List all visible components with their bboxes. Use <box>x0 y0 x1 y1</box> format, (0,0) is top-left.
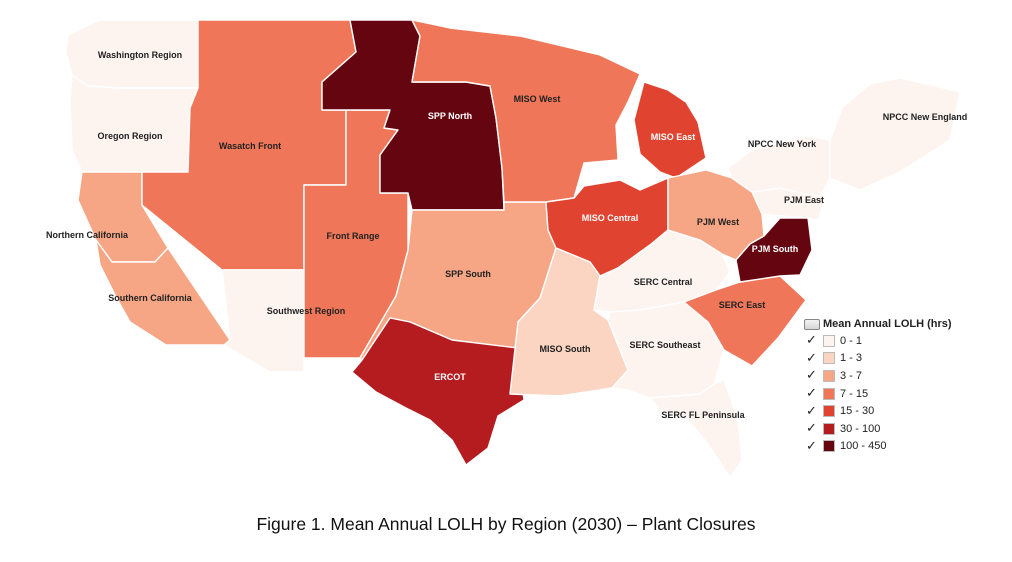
region-pjm-south <box>735 217 813 283</box>
checkmark-icon[interactable]: ✓ <box>806 333 817 349</box>
region-ercot <box>351 317 525 466</box>
region-label-npcc-new-england: NPCC New England <box>883 112 968 122</box>
legend-label: 7 - 15 <box>840 387 869 400</box>
legend-title: Mean Annual LOLH (hrs) <box>823 318 952 330</box>
checkmark-icon[interactable]: ✓ <box>806 438 817 454</box>
legend-item[interactable]: ✓ 30 - 100 <box>804 420 1004 438</box>
region-label-front-range: Front Range <box>327 231 380 241</box>
region-label-southern-california: Southern California <box>108 293 192 303</box>
region-label-miso-south: MISO South <box>540 344 591 354</box>
region-label-miso-west: MISO West <box>514 94 561 104</box>
checkmark-icon[interactable]: ✓ <box>806 368 817 384</box>
checkmark-icon[interactable]: ✓ <box>806 403 817 419</box>
region-label-northern-california: Northern California <box>46 230 129 240</box>
layer-icon <box>804 318 820 330</box>
region-label-southwest-region: Southwest Region <box>267 306 346 316</box>
legend-label: 15 - 30 <box>840 405 875 418</box>
legend-title-row: Mean Annual LOLH (hrs) <box>804 316 1004 332</box>
checkmark-icon[interactable]: ✓ <box>806 350 817 366</box>
legend-label: 3 - 7 <box>840 369 863 382</box>
legend-label: 100 - 450 <box>840 440 887 453</box>
legend-swatch <box>823 352 835 365</box>
legend-item[interactable]: ✓ 0 - 1 <box>804 332 1004 350</box>
legend-label: 0 - 1 <box>840 334 863 347</box>
legend-swatch <box>823 387 835 400</box>
region-southwest-region <box>221 269 305 373</box>
region-label-wasatch-front: Wasatch Front <box>219 141 281 151</box>
legend-swatch <box>823 440 835 453</box>
region-label-serc-east: SERC East <box>719 300 766 310</box>
region-label-pjm-east: PJM East <box>784 195 824 205</box>
region-npcc-new-york <box>727 135 831 197</box>
legend-swatch <box>823 405 835 418</box>
region-label-miso-east: MISO East <box>651 132 696 142</box>
map-legend: Mean Annual LOLH (hrs) ✓ 0 - 1 ✓ 1 - 3 ✓ 3 - … <box>804 316 1004 455</box>
legend-item[interactable]: ✓ 100 - 450 <box>804 438 1004 456</box>
region-label-npcc-new-york: NPCC New York <box>748 139 817 149</box>
region-label-serc-southeast: SERC Southeast <box>629 340 700 350</box>
legend-item[interactable]: ✓ 15 - 30 <box>804 402 1004 420</box>
region-miso-east <box>633 81 707 179</box>
legend-item[interactable]: ✓ 1 - 3 <box>804 350 1004 368</box>
region-serc-fl-peninsula <box>649 379 743 479</box>
legend-swatch <box>823 369 835 382</box>
legend-swatch <box>823 334 835 347</box>
legend-item[interactable]: ✓ 7 - 15 <box>804 385 1004 403</box>
region-label-serc-central: SERC Central <box>634 277 693 287</box>
region-label-miso-central: MISO Central <box>582 213 639 223</box>
region-label-serc-fl-peninsula: SERC FL Peninsula <box>661 410 745 420</box>
region-label-washington-region: Washington Region <box>98 50 182 60</box>
figure-caption: Figure 1. Mean Annual LOLH by Region (20… <box>256 514 756 534</box>
region-label-pjm-west: PJM West <box>697 217 739 227</box>
region-label-spp-south: SPP South <box>445 269 491 279</box>
checkmark-icon[interactable]: ✓ <box>806 386 817 402</box>
region-label-pjm-south: PJM South <box>752 244 799 254</box>
region-label-oregon-region: Oregon Region <box>98 131 163 141</box>
legend-label: 1 - 3 <box>840 352 863 365</box>
legend-swatch <box>823 422 835 435</box>
legend-item[interactable]: ✓ 3 - 7 <box>804 367 1004 385</box>
region-label-ercot: ERCOT <box>434 372 466 382</box>
region-npcc-new-england <box>829 77 961 191</box>
legend-label: 30 - 100 <box>840 422 881 435</box>
region-map: Washington Region Oregon Region Northern C… <box>46 19 968 479</box>
region-oregon-region <box>69 74 199 173</box>
checkmark-icon[interactable]: ✓ <box>806 421 817 437</box>
region-label-spp-north: SPP North <box>428 111 472 121</box>
region-serc-east <box>683 275 807 367</box>
